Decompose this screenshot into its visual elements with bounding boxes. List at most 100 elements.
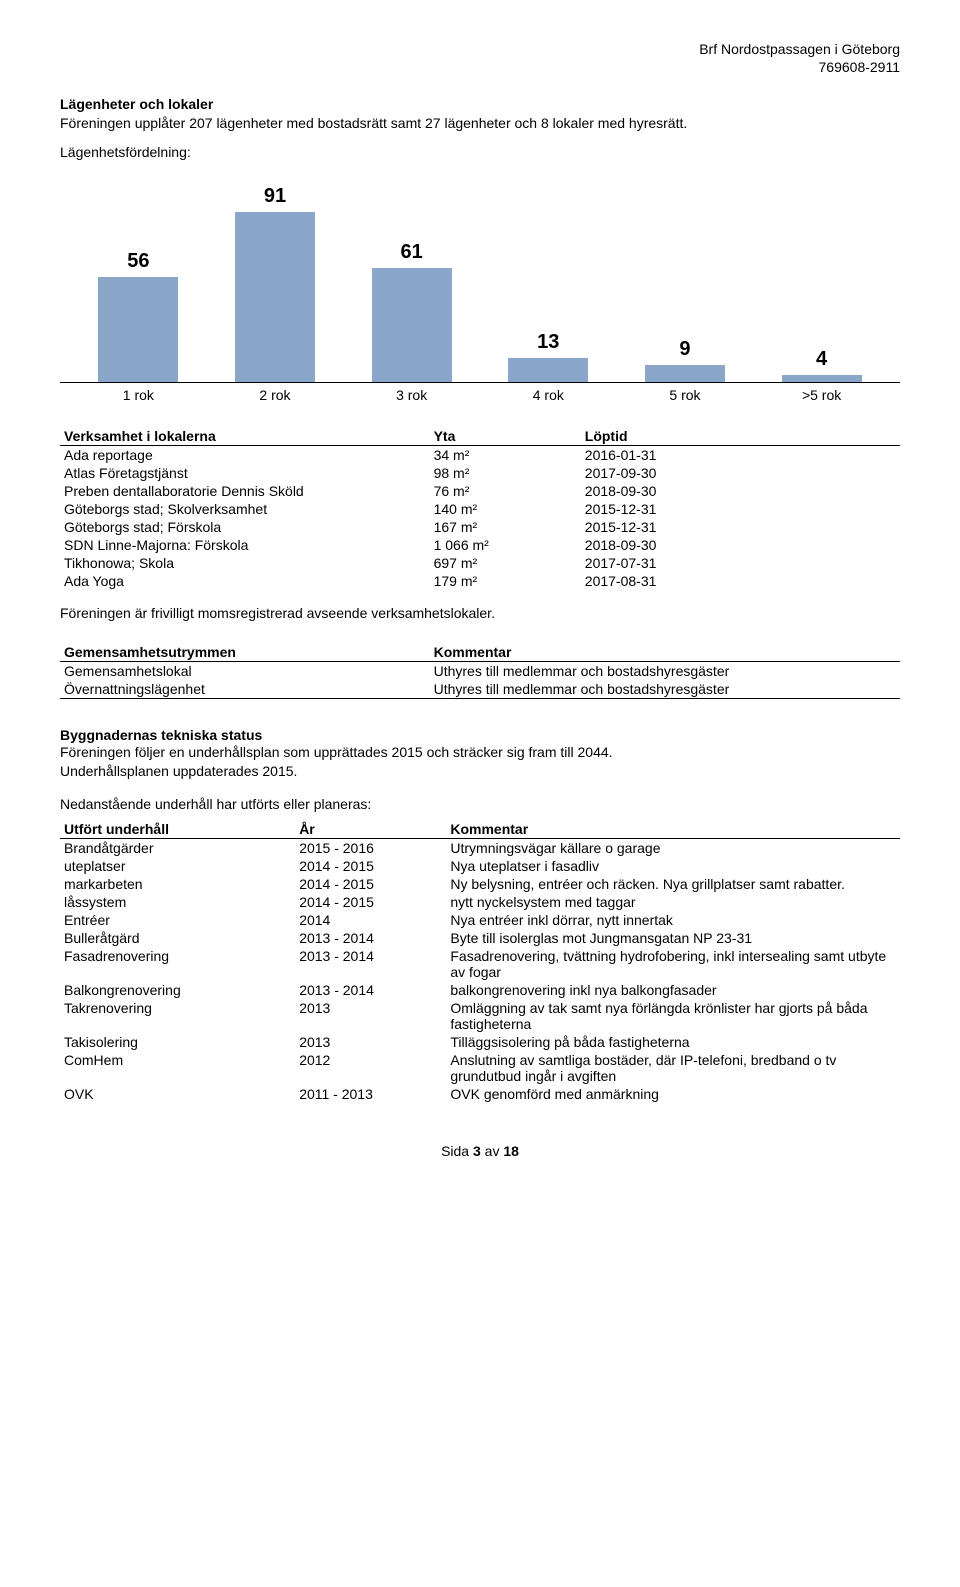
table-cell: 167 m² [430, 518, 581, 536]
chart-x-label: 4 rok [503, 387, 593, 403]
table-row: Tikhonowa; Skola697 m²2017-07-31 [60, 554, 900, 572]
bar-rect [508, 358, 588, 382]
table-cell: Entréer [60, 911, 295, 929]
table-cell: OVK genomförd med anmärkning [446, 1085, 900, 1103]
table-cell: 2011 - 2013 [295, 1085, 446, 1103]
chart-title: Lägenhetsfördelning: [60, 143, 900, 162]
table-cell: 2014 - 2015 [295, 875, 446, 893]
premises-table: Verksamhet i lokalerna Yta Löptid Ada re… [60, 427, 900, 590]
apartments-title: Lägenheter och lokaler [60, 96, 900, 112]
table-cell: Takrenovering [60, 999, 295, 1033]
table-cell: Ada Yoga [60, 572, 430, 590]
table-cell: Ny belysning, entréer och räcken. Nya gr… [446, 875, 900, 893]
bar-value: 9 [679, 338, 690, 361]
table-cell: 2013 - 2014 [295, 981, 446, 999]
table-cell: 2013 [295, 999, 446, 1033]
col-common: Gemensamhetsutrymmen [60, 643, 430, 662]
bar-value: 4 [816, 348, 827, 371]
table-cell: Ada reportage [60, 446, 430, 465]
table-cell: Omläggning av tak samt nya förlängda krö… [446, 999, 900, 1033]
doc-header: Brf Nordostpassagen i Göteborg 769608-29… [60, 40, 900, 76]
bar-value: 13 [537, 331, 559, 354]
table-cell: Tilläggsisolering på båda fastigheterna [446, 1033, 900, 1051]
table-row: Göteborgs stad; Skolverksamhet140 m²2015… [60, 500, 900, 518]
table-cell: 98 m² [430, 464, 581, 482]
table-cell: låssystem [60, 893, 295, 911]
col-comment: Kommentar [430, 643, 900, 662]
bar-rect [235, 212, 315, 382]
bar-rect [645, 365, 725, 382]
chart-bar: 13 [503, 331, 593, 382]
table-cell: Anslutning av samtliga bostäder, där IP-… [446, 1051, 900, 1085]
table-cell: Göteborgs stad; Förskola [60, 518, 430, 536]
table-row: uteplatser2014 - 2015Nya uteplatser i fa… [60, 857, 900, 875]
col-maint-comment: Kommentar [446, 820, 900, 839]
table-cell: Takisolering [60, 1033, 295, 1051]
table-row: Göteborgs stad; Förskola167 m²2015-12-31 [60, 518, 900, 536]
bar-value: 61 [401, 241, 423, 264]
table-cell: Brandåtgärder [60, 838, 295, 857]
table-row: Fasadrenovering2013 - 2014Fasadrenoverin… [60, 947, 900, 981]
table-cell: 140 m² [430, 500, 581, 518]
col-term: Löptid [581, 427, 900, 446]
table-cell: 34 m² [430, 446, 581, 465]
chart-bar: 4 [777, 348, 867, 382]
chart-x-label: 5 rok [640, 387, 730, 403]
org-number: 769608-2911 [819, 59, 900, 75]
table-cell: Göteborgs stad; Skolverksamhet [60, 500, 430, 518]
table-cell: Byte till isolerglas mot Jungmansgatan N… [446, 929, 900, 947]
table-cell: Nya entréer inkl dörrar, nytt innertak [446, 911, 900, 929]
table-row: Ada reportage34 m²2016-01-31 [60, 446, 900, 465]
table-cell: Gemensamhetslokal [60, 662, 430, 681]
table-cell: 2015-12-31 [581, 518, 900, 536]
chart-x-label: >5 rok [777, 387, 867, 403]
table-cell: OVK [60, 1085, 295, 1103]
bar-value: 56 [127, 250, 149, 273]
table-cell: 2014 - 2015 [295, 857, 446, 875]
col-activity: Verksamhet i lokalerna [60, 427, 430, 446]
table-cell: Uthyres till medlemmar och bostadshyresg… [430, 680, 900, 699]
col-year: År [295, 820, 446, 839]
distribution-chart: 5691611394 [60, 182, 900, 383]
table-cell: Tikhonowa; Skola [60, 554, 430, 572]
table-cell: Utrymningsvägar källare o garage [446, 838, 900, 857]
table-cell: 697 m² [430, 554, 581, 572]
table-row: Ada Yoga179 m²2017-08-31 [60, 572, 900, 590]
table-row: SDN Linne-Majorna: Förskola1 066 m²2018-… [60, 536, 900, 554]
page-footer: Sida 3 av 18 [60, 1143, 900, 1159]
table-cell: 179 m² [430, 572, 581, 590]
table-cell: Preben dentallaboratorie Dennis Sköld [60, 482, 430, 500]
status-line1: Föreningen följer en underhållsplan som … [60, 743, 900, 762]
table-cell: 2013 - 2014 [295, 929, 446, 947]
col-area: Yta [430, 427, 581, 446]
table-cell: uteplatser [60, 857, 295, 875]
apartments-text: Föreningen upplåter 207 lägenheter med b… [60, 114, 900, 133]
table-row: OVK2011 - 2013OVK genomförd med anmärkni… [60, 1085, 900, 1103]
chart-x-labels: 1 rok2 rok3 rok4 rok5 rok>5 rok [60, 387, 900, 403]
chart-x-label: 2 rok [230, 387, 320, 403]
table-cell: 2013 [295, 1033, 446, 1051]
bar-rect [372, 268, 452, 382]
table-cell: 2014 - 2015 [295, 893, 446, 911]
table-cell: Fasadrenovering [60, 947, 295, 981]
table-row: Takisolering2013Tilläggsisolering på båd… [60, 1033, 900, 1051]
table-cell: SDN Linne-Majorna: Förskola [60, 536, 430, 554]
table-row: Brandåtgärder2015 - 2016Utrymningsvägar … [60, 838, 900, 857]
chart-x-label: 3 rok [367, 387, 457, 403]
table-cell: 2015 - 2016 [295, 838, 446, 857]
table-row: Atlas Företagstjänst98 m²2017-09-30 [60, 464, 900, 482]
table-row: Preben dentallaboratorie Dennis Sköld76 … [60, 482, 900, 500]
table-cell: nytt nyckelsystem med taggar [446, 893, 900, 911]
table-cell: 2014 [295, 911, 446, 929]
table-cell: 2017-08-31 [581, 572, 900, 590]
table-cell: Nya uteplatser i fasadliv [446, 857, 900, 875]
table-row: ÖvernattningslägenhetUthyres till medlem… [60, 680, 900, 699]
chart-bar: 61 [367, 241, 457, 382]
table-cell: 2018-09-30 [581, 536, 900, 554]
table-cell: balkongrenovering inkl nya balkongfasade… [446, 981, 900, 999]
table-cell: 2018-09-30 [581, 482, 900, 500]
table-row: Entréer2014Nya entréer inkl dörrar, nytt… [60, 911, 900, 929]
table-cell: markarbeten [60, 875, 295, 893]
table-cell: ComHem [60, 1051, 295, 1085]
table-row: Takrenovering2013Omläggning av tak samt … [60, 999, 900, 1033]
